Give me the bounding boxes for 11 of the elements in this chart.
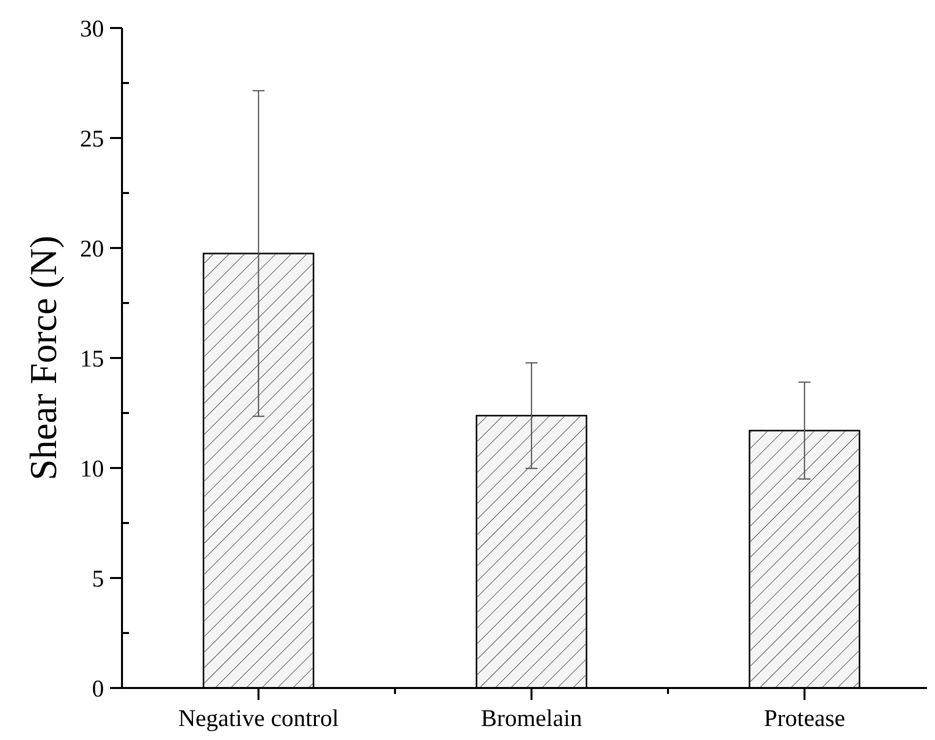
y-tick-label: 0 xyxy=(92,676,104,702)
y-tick-label: 20 xyxy=(80,236,104,262)
y-tick-label: 15 xyxy=(80,346,104,372)
y-tick-label: 30 xyxy=(80,16,104,42)
x-tick-label: Bromelain xyxy=(480,706,582,732)
y-tick-label: 10 xyxy=(80,456,104,482)
y-tick-label: 25 xyxy=(80,126,104,152)
y-axis-title: Shear Force (N) xyxy=(23,236,65,480)
y-tick-label: 5 xyxy=(92,566,104,592)
x-tick-label: Protease xyxy=(764,706,846,732)
x-tick-label: Negative control xyxy=(178,706,340,732)
